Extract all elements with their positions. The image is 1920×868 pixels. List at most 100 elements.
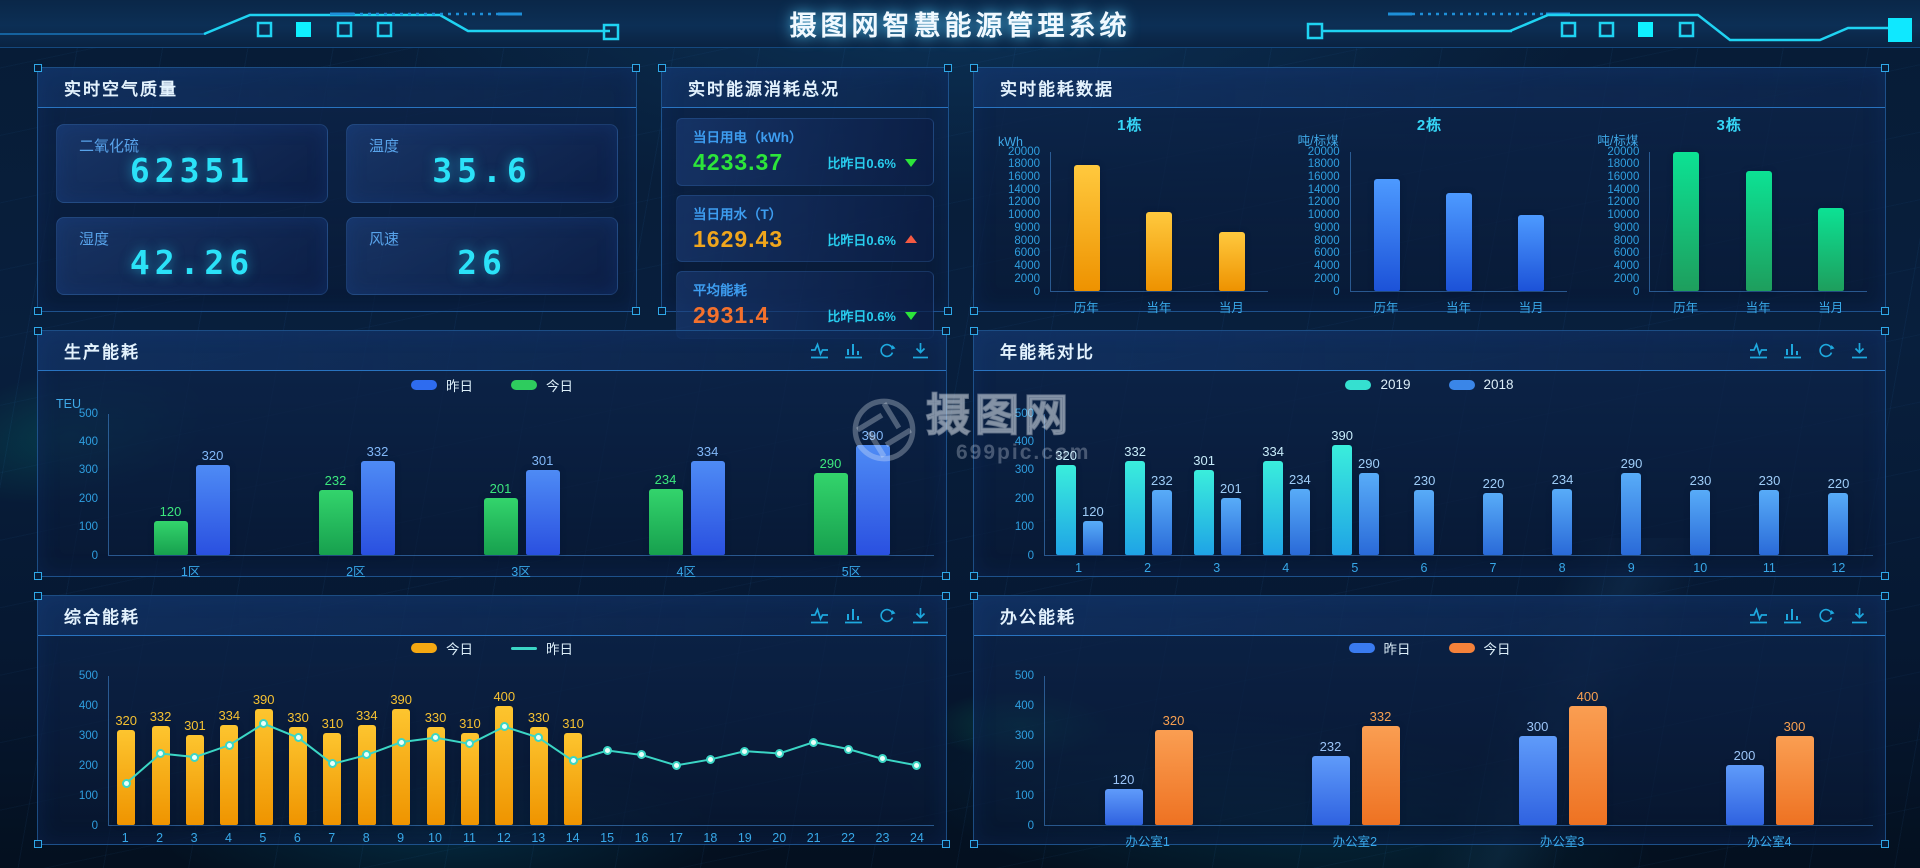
category-slot: 330 (522, 676, 556, 825)
bar (529, 726, 548, 825)
y-tick-label: 12000 (1307, 196, 1340, 209)
x-category-label: 20 (772, 831, 787, 845)
bar-value-label: 232 (324, 472, 347, 488)
bar-column: 120 (1104, 676, 1143, 825)
y-tick-label: 100 (78, 789, 98, 802)
refresh-icon[interactable] (1817, 342, 1835, 359)
bar-value-label: 201 (489, 481, 512, 497)
bar-column: 320 (1154, 676, 1193, 825)
category-slot: 301 (178, 676, 212, 825)
y-tick-label: 0 (91, 549, 98, 562)
refresh-icon[interactable] (1817, 607, 1835, 624)
bar (1552, 489, 1573, 555)
y-axis: 0 100 200 300 400 500 (50, 670, 108, 831)
legend-item[interactable]: 昨日 (411, 375, 473, 395)
legend-label: 2018 (1483, 377, 1514, 392)
bar-column: 310 (322, 676, 343, 825)
legend-item[interactable]: 昨日 (511, 638, 573, 658)
plot-area (1050, 152, 1268, 292)
bar-value-label: 290 (1620, 456, 1643, 472)
line-chart-icon[interactable] (1749, 607, 1768, 624)
realtime-energy-charts: 1栋 kWh 0 2000 4000 6000 8000 9000 10000 12000 1400… (974, 108, 1885, 351)
panel-title: 办公能耗 (1000, 608, 1076, 627)
stat-label: 二氧化硫 (79, 138, 140, 155)
bar-chart-icon[interactable] (844, 342, 863, 359)
category-slot: 390 290 (1321, 414, 1390, 555)
category-slot (1795, 152, 1867, 291)
x-category-label: 办公室4 (1747, 835, 1792, 849)
bar-value-label: 310 (459, 715, 481, 731)
summary-value: 4233.37 (693, 149, 784, 175)
plot-area (1649, 152, 1868, 292)
bar-column (1518, 152, 1545, 291)
legend-item[interactable]: 今日 (511, 375, 573, 395)
bar-column: 330 (425, 676, 446, 825)
download-icon[interactable] (1850, 607, 1869, 624)
x-category-label: 11 (462, 831, 476, 845)
yearly-chart-area: 2019 2018 0 100 200 300 400 500 320 120 332 232 301 2… (974, 371, 1885, 576)
bar (185, 735, 204, 825)
page-title: 摄图网智慧能源管理系统 (789, 11, 1131, 41)
x-category-label: 16 (634, 831, 649, 845)
bar-chart-icon[interactable] (844, 607, 863, 624)
legend-label: 今日 (1483, 642, 1511, 657)
bar (1745, 170, 1772, 291)
bar-column: 201 (483, 414, 518, 555)
line-chart-icon[interactable] (1749, 342, 1768, 359)
summary-value-row: 1629.43 比昨日0.6% (693, 226, 917, 253)
bar-value-label: 230 (1413, 473, 1436, 489)
panel-energy-summary: 实时能源消耗总况 当日用电（kWh） 4233.37 比昨日0.6% 当日用水（T） 1… (658, 64, 952, 340)
bar (1414, 490, 1435, 555)
building-3-bar-chart: 3栋 吨/标煤 0 2000 4000 6000 8000 9000 10000 12000 140… (1579, 112, 1879, 351)
legend-item[interactable]: 昨日 (1348, 638, 1411, 658)
category-slot: 230 (1666, 414, 1735, 555)
bar (1759, 490, 1780, 555)
bar-chart-icon[interactable] (1783, 607, 1802, 624)
y-tick-label: 400 (78, 435, 98, 448)
bar-value-label: 200 (1733, 748, 1756, 764)
line-point (774, 748, 784, 758)
y-tick-label: 0 (1027, 549, 1034, 562)
corner-mark (658, 307, 666, 315)
legend-item[interactable]: 2018 (1448, 377, 1514, 392)
line-chart-icon[interactable] (810, 342, 829, 359)
download-icon[interactable] (911, 607, 930, 624)
legend-item[interactable]: 2019 (1345, 377, 1411, 392)
bar-value-label: 234 (1289, 472, 1311, 488)
legend-label: 今日 (446, 642, 473, 657)
bar-column: 200 (1725, 676, 1764, 825)
x-category-label: 2区 (346, 565, 366, 579)
bar-value-label: 220 (1827, 475, 1850, 491)
x-category-label: 2 (156, 831, 164, 845)
line-point (602, 746, 612, 755)
y-tick-label: 100 (1014, 789, 1034, 802)
category-slot: 230 (1735, 414, 1804, 555)
panel-production-energy: 生产能耗 昨日 今日 TEU 0 100 200 300 400 500 120 320 232 332… (34, 327, 950, 580)
plot-area: 120 320 232 332 201 301 234 334 290 390 (108, 414, 934, 556)
y-tick-label: 0 (1333, 285, 1340, 298)
line-point (877, 754, 887, 764)
legend-item[interactable]: 今日 (411, 638, 473, 658)
x-category-label: 12 (496, 831, 511, 845)
bar (1311, 755, 1350, 825)
bar (460, 732, 479, 825)
legend-item[interactable]: 今日 (1448, 638, 1511, 658)
summary-value: 1629.43 (693, 225, 784, 252)
line-point (190, 752, 200, 762)
download-icon[interactable] (1850, 342, 1869, 359)
line-chart-icon[interactable] (810, 607, 829, 624)
bar (813, 473, 848, 555)
x-category-label: 1 (121, 831, 129, 845)
panel-air-quality: 实时空气质量 二氧化硫 62351 温度 35.6 湿度 42.26 风速 26 (34, 64, 640, 315)
refresh-icon[interactable] (878, 607, 896, 624)
summary-compare: 比昨日0.6% (827, 153, 917, 172)
bar (318, 489, 353, 555)
header-circuit-decoration-right (1306, 12, 1912, 42)
comprehensive-chart-area: 今日 昨日 0 100 200 300 400 500 320 332 301 334 390 330 31… (38, 636, 946, 845)
refresh-icon[interactable] (878, 342, 896, 359)
download-icon[interactable] (911, 342, 930, 359)
corner-mark (34, 64, 42, 72)
panel-toolbar (810, 607, 930, 624)
y-tick-label: 18000 (1307, 157, 1340, 170)
bar-chart-icon[interactable] (1783, 342, 1802, 359)
